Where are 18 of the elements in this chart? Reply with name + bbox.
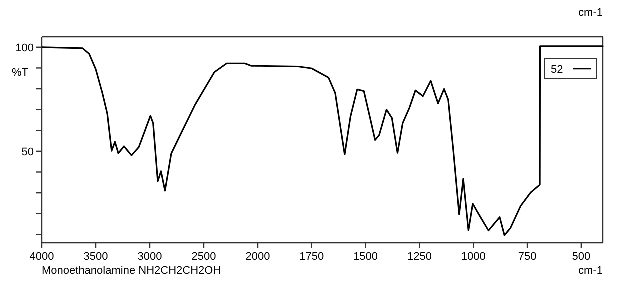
text: Monoethanolamine NH2CH2CH2OH xyxy=(42,265,222,277)
x-tick-label: 3000 xyxy=(138,251,162,263)
legend-label: 52 xyxy=(551,64,564,76)
text: cm-1 xyxy=(578,7,603,19)
x-tick-label: 750 xyxy=(518,251,537,263)
x-tick-label: 2000 xyxy=(246,251,270,263)
x-tick-label: 1750 xyxy=(300,251,324,263)
x-tick-label: 2500 xyxy=(192,251,216,263)
y-tick-label: 100 xyxy=(16,42,34,54)
x-tick-label: 4000 xyxy=(30,251,54,263)
x-tick-label: 500 xyxy=(572,251,591,263)
x-axis-title: cm-1 xyxy=(578,265,603,277)
x-tick-label: 3500 xyxy=(84,251,108,263)
x-tick-label: 1500 xyxy=(354,251,378,263)
y-axis-title: %T xyxy=(12,67,29,79)
x-tick-label: 1000 xyxy=(461,251,486,263)
y-tick-label: 50 xyxy=(22,146,34,158)
x-tick-label: 1250 xyxy=(407,251,432,263)
